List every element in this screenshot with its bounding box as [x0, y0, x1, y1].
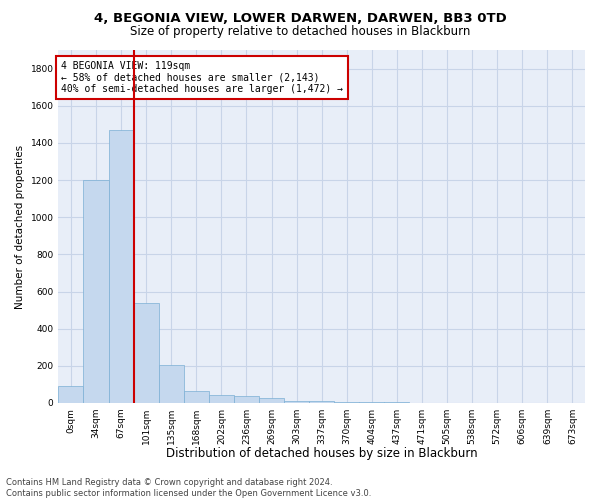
Text: Contains HM Land Registry data © Crown copyright and database right 2024.
Contai: Contains HM Land Registry data © Crown c…: [6, 478, 371, 498]
Bar: [234, 396, 259, 403]
Bar: [309, 402, 334, 403]
Bar: [58, 386, 83, 403]
Bar: [259, 398, 284, 403]
Text: 4, BEGONIA VIEW, LOWER DARWEN, DARWEN, BB3 0TD: 4, BEGONIA VIEW, LOWER DARWEN, DARWEN, B…: [94, 12, 506, 26]
Text: 4 BEGONIA VIEW: 119sqm
← 58% of detached houses are smaller (2,143)
40% of semi-: 4 BEGONIA VIEW: 119sqm ← 58% of detached…: [61, 60, 343, 94]
Bar: [284, 401, 309, 403]
Bar: [359, 402, 385, 403]
Bar: [109, 130, 134, 403]
Y-axis label: Number of detached properties: Number of detached properties: [15, 144, 25, 308]
X-axis label: Distribution of detached houses by size in Blackburn: Distribution of detached houses by size …: [166, 447, 478, 460]
Text: Size of property relative to detached houses in Blackburn: Size of property relative to detached ho…: [130, 25, 470, 38]
Bar: [134, 302, 159, 403]
Bar: [159, 365, 184, 403]
Bar: [334, 402, 359, 403]
Bar: [209, 394, 234, 403]
Bar: [385, 402, 409, 403]
Bar: [83, 180, 109, 403]
Bar: [184, 391, 209, 403]
